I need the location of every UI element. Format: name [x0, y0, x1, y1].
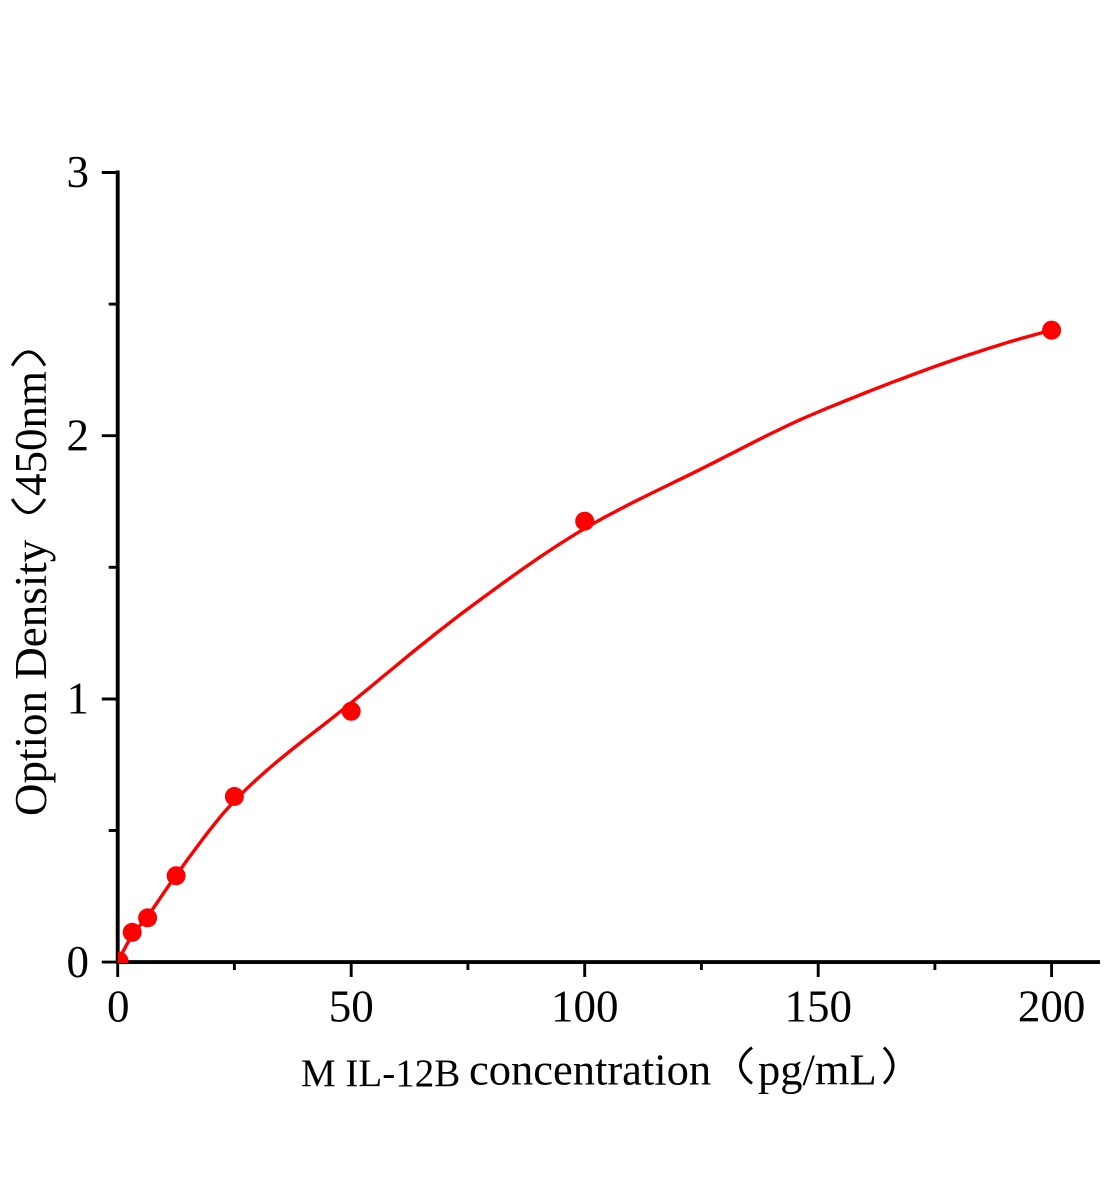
svg-text:100: 100 — [551, 981, 619, 1031]
svg-text:1: 1 — [67, 674, 90, 724]
svg-text:Option Density: Option Density — [6, 539, 56, 816]
svg-text:50: 50 — [329, 981, 374, 1031]
svg-text:0: 0 — [107, 981, 130, 1031]
svg-text:pg/mL: pg/mL — [758, 1045, 877, 1095]
svg-text:M IL-12B: M IL-12B — [301, 1052, 460, 1095]
svg-text:concentration: concentration — [469, 1045, 711, 1095]
svg-text:2: 2 — [67, 410, 90, 460]
svg-text:150: 150 — [784, 981, 852, 1031]
svg-text:450nm: 450nm — [6, 371, 56, 496]
svg-text:0: 0 — [67, 937, 90, 987]
svg-text:200: 200 — [1018, 981, 1086, 1031]
svg-text:3: 3 — [67, 147, 90, 197]
